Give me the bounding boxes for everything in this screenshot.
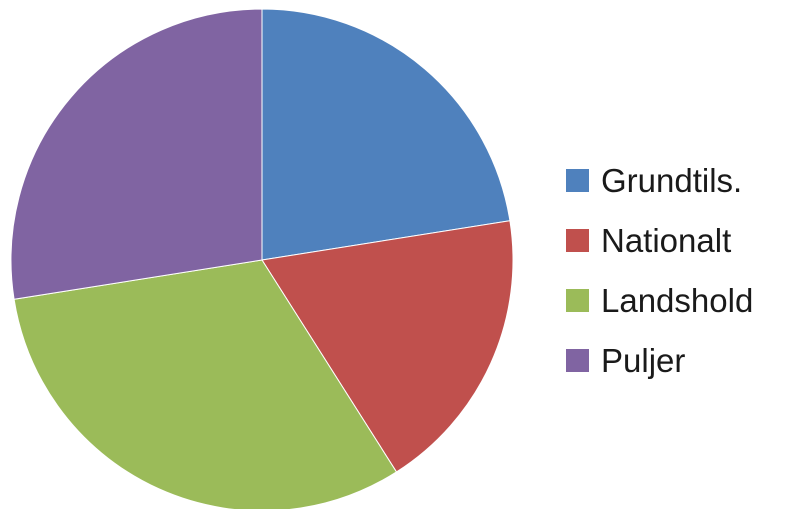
pie-slice-grundtils (261, 8, 511, 261)
legend-label: Grundtils. (601, 161, 743, 199)
legend: Grundtils. Nationalt Landshold Puljer (566, 150, 753, 390)
pie-slice-landshold (13, 259, 398, 509)
legend-item-puljer: Puljer (566, 330, 753, 390)
legend-swatch (566, 228, 589, 252)
legend-label: Puljer (601, 341, 686, 379)
legend-item-grundtils: Grundtils. (566, 150, 753, 210)
legend-item-landshold: Landshold (566, 270, 753, 330)
legend-label: Nationalt (601, 221, 732, 259)
legend-swatch (566, 288, 589, 312)
legend-swatch (566, 348, 589, 372)
legend-label: Landshold (601, 281, 754, 319)
pie-slice-puljer (10, 8, 263, 300)
legend-swatch (566, 168, 589, 192)
pie-slice-nationalt (261, 220, 514, 473)
legend-item-nationalt: Nationalt (566, 210, 753, 270)
pie-slices (10, 8, 514, 509)
